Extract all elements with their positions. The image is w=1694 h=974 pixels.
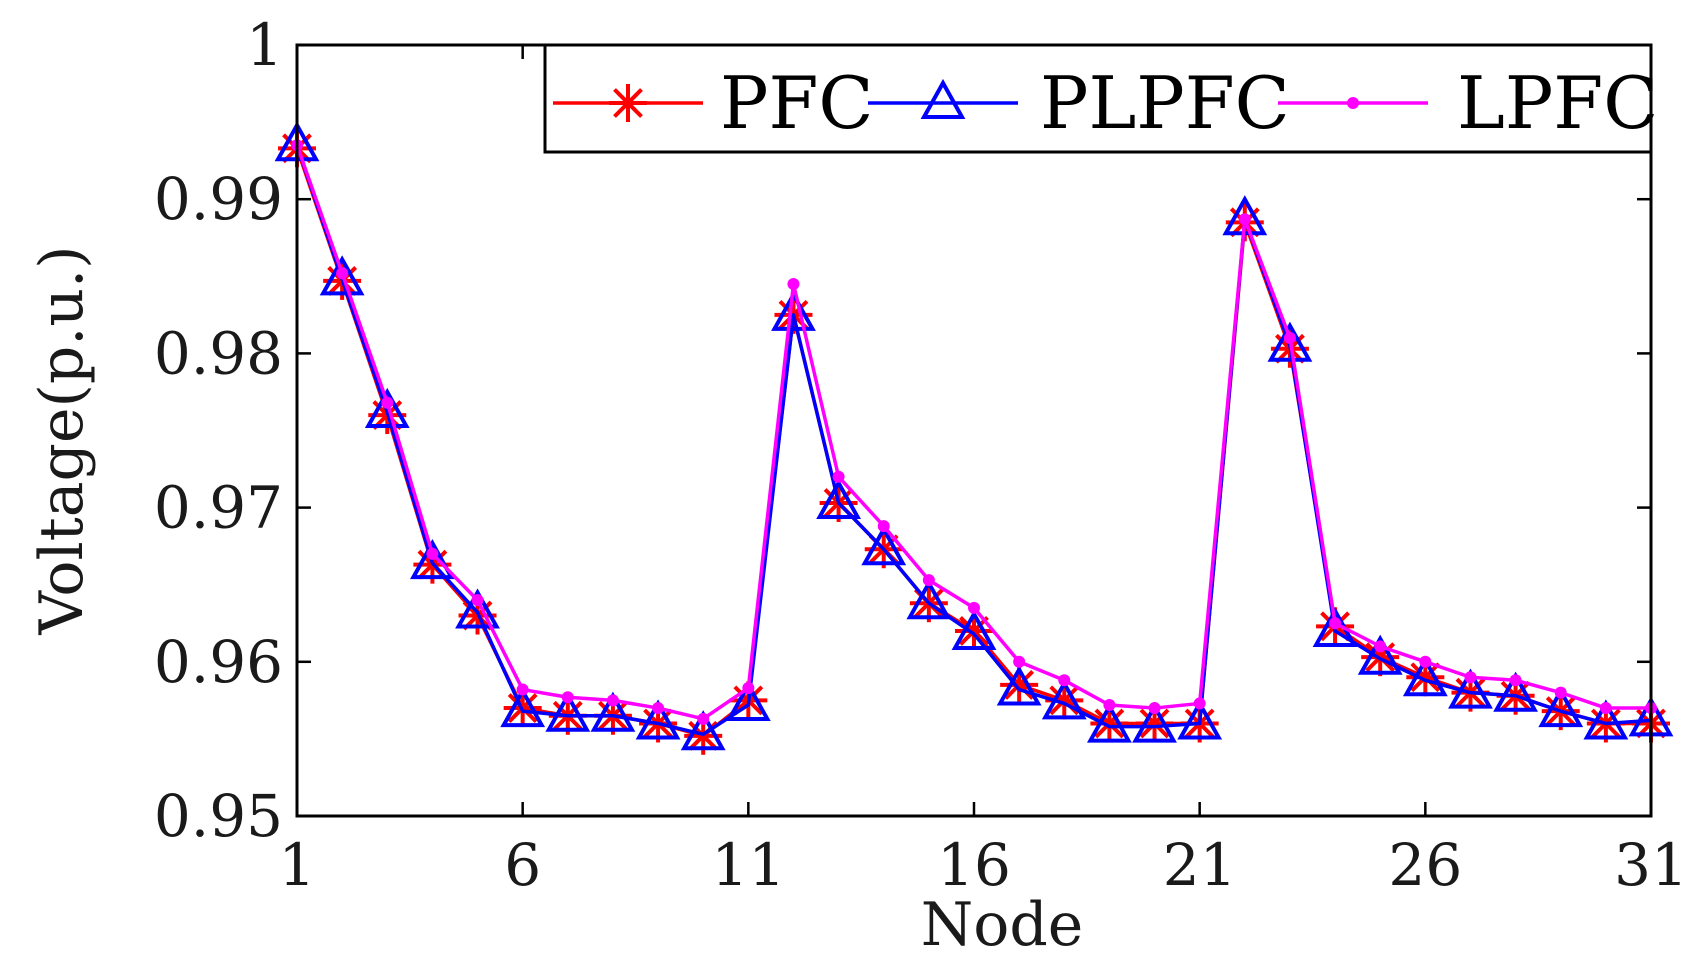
asterisk-stroke	[613, 88, 643, 118]
plpfc-point	[725, 680, 771, 721]
lpfc-point	[922, 574, 935, 587]
lpfc-point	[968, 601, 980, 614]
lpfc-point	[877, 520, 890, 533]
series-plpfc	[274, 121, 1674, 751]
y-tick-label: 0.98	[154, 319, 283, 387]
y-tick-label: 0.99	[154, 165, 283, 233]
legend-label-plpfc: PLPFC	[1040, 61, 1290, 145]
lpfc-point	[516, 683, 529, 696]
lpfc-point	[652, 702, 665, 715]
plpfc-point	[1267, 321, 1313, 362]
asterisk-stroke	[1410, 662, 1441, 693]
series-line-plpfc	[295, 144, 1652, 737]
plpfc-point	[861, 525, 907, 566]
x-tick-label: 21	[1163, 831, 1237, 899]
plpfc-point	[1177, 699, 1223, 740]
lpfc-point	[1509, 674, 1522, 687]
plpfc-point	[1583, 699, 1629, 740]
pfc-point	[955, 611, 993, 650]
plpfc-point	[635, 699, 681, 740]
plpfc-point	[1448, 668, 1493, 709]
asterisk-stroke	[1094, 708, 1125, 739]
x-tick-label: 1	[279, 831, 316, 899]
lpfc-point	[426, 547, 439, 560]
asterisk-stroke	[1004, 670, 1035, 700]
y-axis-title: Voltage(p.u.)	[27, 246, 97, 636]
plpfc-point	[1041, 679, 1087, 720]
legend-marker-lpfc	[1347, 97, 1359, 109]
lpfc-point	[1419, 655, 1432, 668]
x-tick-label: 11	[711, 831, 785, 899]
x-axis-title: Node	[921, 890, 1084, 960]
x-tick-label: 6	[504, 831, 541, 899]
y-tick-label: 0.96	[154, 628, 283, 696]
plpfc-point	[1086, 702, 1132, 743]
lpfc-point	[1238, 213, 1251, 226]
legend-marker-plpfc	[920, 78, 966, 119]
legend-box	[543, 43, 1653, 154]
legend-marker-pfc	[609, 84, 647, 122]
legend-label-pfc: PFC	[720, 61, 874, 145]
lpfc-point	[697, 712, 710, 725]
legend-label-lpfc: LPFC	[1457, 61, 1658, 145]
lpfc-point	[471, 594, 484, 607]
y-tick-label: 0.95	[154, 782, 283, 850]
asterisk-stroke	[1049, 685, 1080, 716]
plpfc-point	[1402, 656, 1448, 697]
pfc-point	[1406, 658, 1445, 697]
plpfc-point	[409, 539, 455, 580]
series-lpfc	[291, 139, 1657, 725]
lpfc-point	[1058, 674, 1071, 687]
plpfc-point	[1357, 634, 1403, 675]
lpfc-point	[1374, 640, 1387, 653]
asterisk-stroke	[959, 616, 989, 646]
lpfc-point	[1148, 702, 1161, 715]
plpfc-point	[996, 665, 1042, 706]
lpfc-point	[1283, 331, 1296, 344]
lpfc-point	[1554, 686, 1567, 699]
legend: PFC PLPFC LPFC	[543, 43, 1658, 154]
data-series	[274, 121, 1674, 755]
plpfc-point	[1132, 702, 1177, 743]
lpfc-point	[336, 267, 349, 280]
plpfc-point	[1493, 671, 1539, 712]
lpfc-point	[381, 396, 394, 409]
y-tick-label: 1	[246, 11, 283, 79]
asterisk-stroke	[1139, 708, 1170, 739]
plpfc-point	[545, 691, 591, 732]
plpfc-point	[364, 387, 410, 428]
lpfc-point	[606, 694, 619, 707]
lpfc-point	[832, 470, 845, 483]
tick-labels: 1 6 11 16 21 26 310.950.960.970.980.991	[154, 11, 1688, 899]
plot-frame	[295, 43, 1653, 818]
lpfc-point	[561, 691, 574, 704]
plpfc-point	[951, 609, 997, 651]
plpfc-point	[500, 687, 546, 728]
plpfc-point	[906, 579, 952, 620]
lpfc-point	[787, 278, 800, 291]
lpfc-point	[1329, 617, 1342, 630]
series-pfc	[278, 129, 1670, 755]
y-tick-label: 0.97	[154, 474, 283, 542]
lpfc-point	[1193, 697, 1206, 710]
plpfc-point	[455, 588, 500, 629]
lpfc-point	[1599, 702, 1612, 715]
lpfc-point	[742, 682, 755, 695]
plpfc-point	[319, 255, 365, 296]
plpfc-point	[1538, 687, 1584, 728]
tick-marks	[295, 43, 1653, 818]
x-tick-label: 31	[1614, 831, 1688, 899]
lpfc-point	[1464, 671, 1477, 684]
plpfc-point	[816, 478, 862, 519]
x-tick-label: 26	[1388, 831, 1462, 899]
x-tick-label: 16	[937, 831, 1011, 899]
lpfc-point	[1103, 698, 1116, 711]
plpfc-point	[771, 290, 816, 331]
plpfc-point	[590, 691, 636, 732]
plpfc-point	[680, 710, 726, 751]
lpfc-point	[1013, 655, 1026, 668]
